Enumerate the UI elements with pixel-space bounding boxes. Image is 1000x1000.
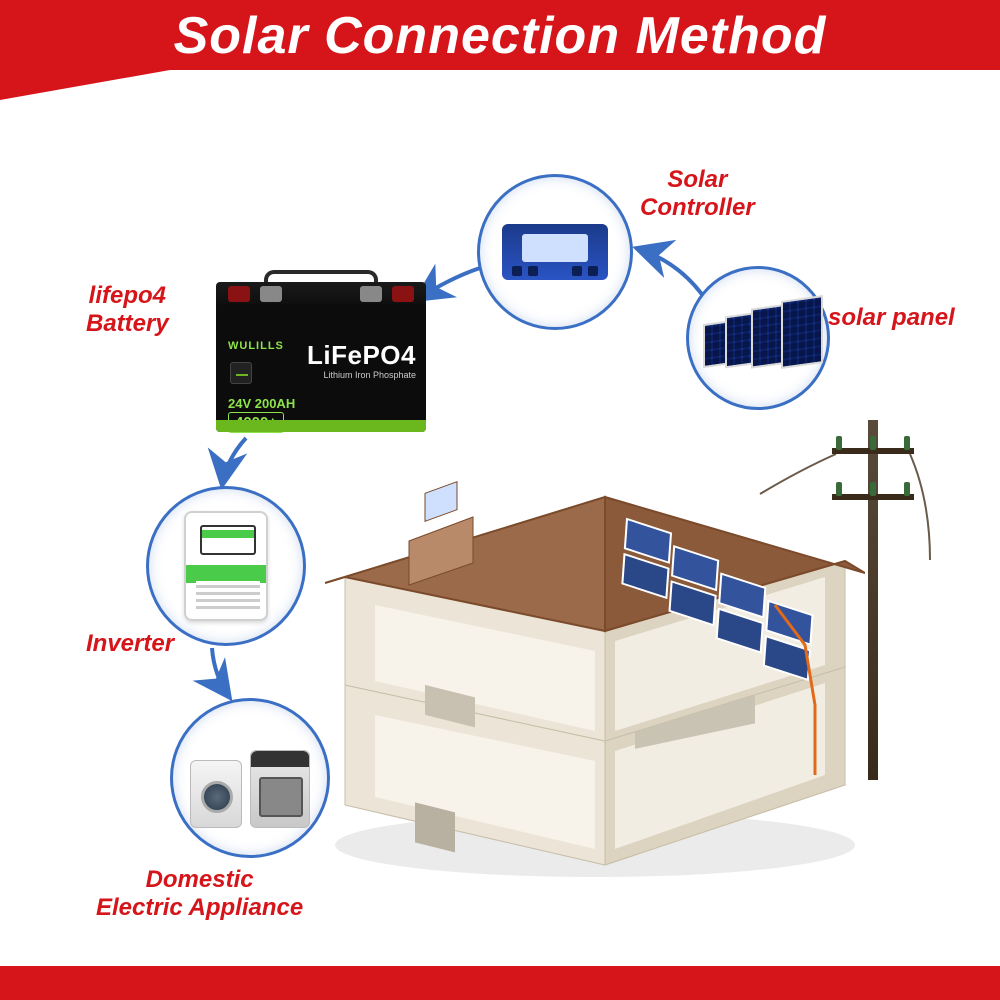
label-battery-l2: Battery <box>86 310 169 337</box>
pole-insulator <box>836 436 842 450</box>
node-battery: WULILLS LiFePO4 Lithium Iron Phosphate 2… <box>216 282 426 432</box>
battery-chemistry-sub: Lithium Iron Phosphate <box>323 370 416 380</box>
pole-insulator <box>904 482 910 496</box>
battery-brand: WULILLS <box>228 340 284 352</box>
label-solar-panel: solar panel <box>828 304 955 332</box>
appliance-icon <box>190 728 310 828</box>
pole-insulator <box>904 436 910 450</box>
house-illustration <box>305 445 865 880</box>
label-battery-l1: lifepo4 <box>89 282 166 309</box>
solar-controller-icon <box>502 224 608 280</box>
pole-insulator <box>870 482 876 496</box>
title-banner: Solar Connection Method <box>0 0 1000 100</box>
label-controller-l2: Controller <box>640 194 755 221</box>
page-title: Solar Connection Method <box>174 6 827 66</box>
label-appliance-l1: Domestic <box>146 866 254 893</box>
solar-panel-icon <box>703 298 813 378</box>
power-pole-icon <box>868 420 878 780</box>
pole-insulator <box>870 436 876 450</box>
label-inverter: Inverter <box>86 630 174 658</box>
node-solar-panel <box>686 266 830 410</box>
label-battery: lifepo4 Battery <box>86 282 169 337</box>
inverter-icon <box>184 511 268 621</box>
footer-banner <box>0 966 1000 1000</box>
pole-insulator <box>836 482 842 496</box>
label-appliance: Domestic Electric Appliance <box>96 866 303 921</box>
battery-spec: 24V 200AH <box>228 396 295 411</box>
node-controller <box>477 174 633 330</box>
node-inverter <box>146 486 306 646</box>
label-controller-l1: Solar <box>667 166 727 193</box>
battery-chemistry: LiFePO4 <box>307 340 416 371</box>
label-controller: Solar Controller <box>640 166 755 221</box>
label-appliance-l2: Electric Appliance <box>96 894 303 921</box>
